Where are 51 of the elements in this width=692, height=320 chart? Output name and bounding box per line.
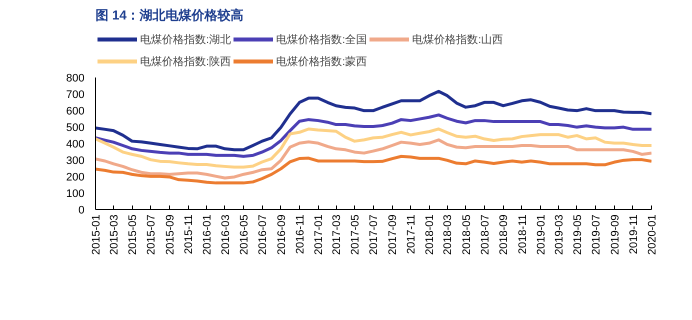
y-tick-label: 500 — [66, 122, 85, 134]
x-tick-label: 2019-03 — [553, 214, 566, 255]
x-tick-label: 2020-01 — [646, 214, 658, 255]
x-tick-label: 2017-07 — [368, 214, 380, 255]
x-tick-label: 2017-05 — [350, 214, 362, 255]
x-tick-label: 2016-01 — [202, 214, 214, 255]
x-tick-label: 2018-11 — [516, 214, 529, 254]
legend-label: 电煤价格指数:湖北 — [140, 32, 232, 46]
x-tick-label: 2018-07 — [479, 214, 492, 255]
x-tick-label: 2017-09 — [387, 214, 400, 255]
x-tick-label: 2019-05 — [572, 214, 584, 255]
chart-title: 图 14：湖北电煤价格较高 — [96, 8, 244, 22]
x-tick-label: 2015-07 — [146, 214, 158, 255]
x-tick-label: 2015-09 — [164, 214, 176, 255]
y-tick-label: 700 — [66, 89, 85, 101]
y-tick-label: 300 — [66, 155, 85, 167]
x-tick-label: 2016-11 — [294, 214, 307, 254]
legend-label: 电煤价格指数:陕西 — [140, 54, 232, 68]
legend-label: 电煤价格指数:蒙西 — [276, 54, 368, 68]
x-tick-label: 2015-11 — [183, 214, 196, 254]
y-tick-label: 100 — [66, 188, 85, 200]
line-series — [96, 90, 652, 152]
x-tick-label: 2019-01 — [535, 214, 548, 255]
x-tick-label: 2016-05 — [238, 214, 250, 255]
y-tick-label: 200 — [66, 172, 85, 184]
x-tick-label: 2019-07 — [590, 214, 602, 255]
x-tick-label: 2017-03 — [331, 214, 344, 255]
x-tick-label: 2018-03 — [442, 214, 454, 255]
x-tick-label: 2015-03 — [108, 214, 120, 255]
x-tick-label: 2016-07 — [257, 214, 270, 255]
x-tick-label: 2015-05 — [127, 214, 140, 255]
line-series — [96, 127, 652, 169]
legend-label: 电煤价格指数:山西 — [412, 32, 504, 46]
x-tick-label: 2018-01 — [424, 214, 436, 255]
x-tick-label: 2017-01 — [313, 214, 326, 255]
x-tick-label: 2019-11 — [628, 214, 640, 254]
x-tick-label: 2018-05 — [460, 214, 473, 255]
x-tick-label: 2018-09 — [498, 214, 510, 255]
y-tick-label: 600 — [66, 106, 85, 118]
x-tick-label: 2016-03 — [220, 214, 232, 255]
line-series — [96, 113, 652, 158]
y-tick-label: 800 — [66, 72, 85, 84]
x-tick-label: 2015-01 — [90, 214, 102, 255]
x-tick-label: 2019-09 — [609, 214, 622, 255]
y-tick-label: 400 — [66, 138, 85, 150]
line-series — [96, 138, 652, 180]
x-tick-label: 2016-09 — [276, 214, 288, 255]
y-tick-label: 0 — [78, 204, 85, 216]
x-tick-label: 2017-11 — [406, 214, 418, 254]
legend-label: 电煤价格指数:全国 — [276, 32, 368, 46]
line-series — [96, 154, 652, 184]
